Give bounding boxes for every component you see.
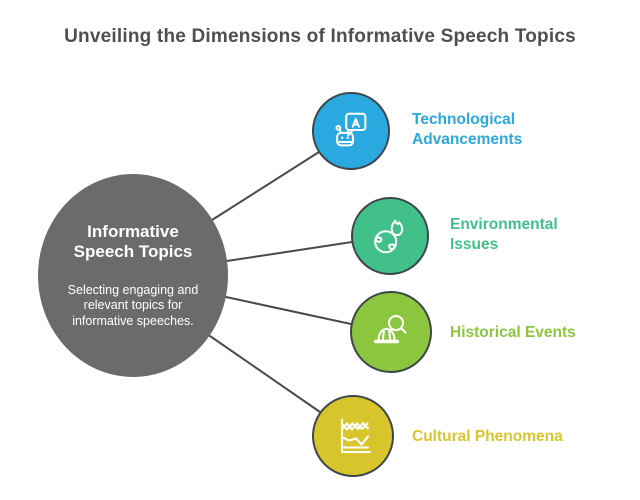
node-label-line: Advancements [412, 131, 523, 148]
central-heading-line: Speech Topics [73, 241, 193, 261]
node-label-line: Historical Events [450, 324, 576, 341]
node-label-line: Cultural Phenomena [412, 428, 563, 445]
connector-line [209, 335, 321, 413]
central-topic-circle: Informative Speech Topics Selecting enga… [38, 174, 228, 377]
central-description-line: relevant topics for [83, 298, 183, 313]
connector-line [225, 296, 352, 325]
node-label-line: Technological [412, 111, 516, 128]
connector-line [226, 241, 353, 262]
line-chart-icon [340, 418, 372, 454]
central-description-line: informative speeches. [72, 313, 194, 328]
node-circle-environmental [351, 197, 429, 275]
globe-flame-icon [374, 219, 404, 254]
robot-chat-icon [335, 112, 367, 147]
node-circle-historical [350, 291, 432, 373]
central-topic-description: Selecting engaging and relevant topics f… [68, 283, 199, 330]
node-circle-cultural [312, 395, 394, 477]
central-heading-line: Informative [87, 221, 179, 241]
node-label-environmental: Environmental Issues [450, 215, 558, 255]
page-title: Unveiling the Dimensions of Informative … [64, 26, 576, 47]
node-circle-technological [312, 92, 390, 170]
central-description-line: Selecting engaging and [67, 282, 199, 297]
hardhat-magnifier-icon [373, 314, 407, 344]
node-label-line: Issues [450, 236, 499, 253]
node-label-line: Environmental [450, 216, 558, 233]
connector-line [211, 151, 320, 221]
node-label-technological: Technological Advancements [412, 110, 522, 150]
central-topic-heading: Informative Speech Topics [74, 222, 193, 262]
node-label-historical: Historical Events [450, 323, 576, 343]
node-label-cultural: Cultural Phenomena [412, 427, 563, 447]
